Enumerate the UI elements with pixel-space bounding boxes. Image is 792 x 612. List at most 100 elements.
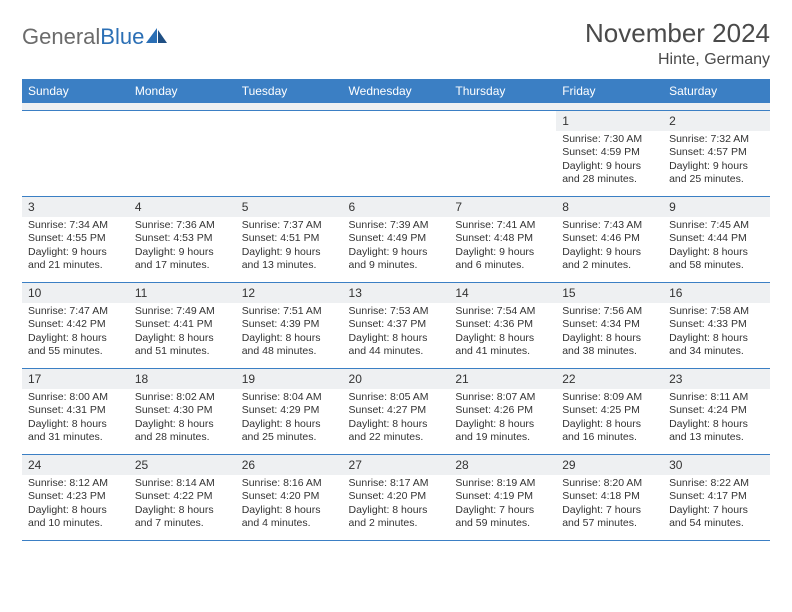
day-number: 24 xyxy=(22,455,129,475)
week-row: 3Sunrise: 7:34 AMSunset: 4:55 PMDaylight… xyxy=(22,196,770,282)
sunrise-text: Sunrise: 7:54 AM xyxy=(455,305,550,319)
day-cell: 2Sunrise: 7:32 AMSunset: 4:57 PMDaylight… xyxy=(663,110,770,196)
day-content: Sunrise: 7:30 AMSunset: 4:59 PMDaylight:… xyxy=(556,131,663,192)
day-number: 13 xyxy=(343,283,450,303)
day-cell: 20Sunrise: 8:05 AMSunset: 4:27 PMDayligh… xyxy=(343,368,450,454)
daylight-text: Daylight: 8 hours and 44 minutes. xyxy=(349,332,444,359)
day-cell: 26Sunrise: 8:16 AMSunset: 4:20 PMDayligh… xyxy=(236,454,343,540)
day-content: Sunrise: 7:56 AMSunset: 4:34 PMDaylight:… xyxy=(556,303,663,364)
page-header: GeneralBlue November 2024 Hinte, Germany xyxy=(22,18,770,69)
day-number: 17 xyxy=(22,369,129,389)
daylight-text: Daylight: 9 hours and 6 minutes. xyxy=(455,246,550,273)
weekday-header: Thursday xyxy=(449,79,556,103)
day-content: Sunrise: 8:20 AMSunset: 4:18 PMDaylight:… xyxy=(556,475,663,536)
daylight-text: Daylight: 8 hours and 48 minutes. xyxy=(242,332,337,359)
day-number: 11 xyxy=(129,283,236,303)
daylight-text: Daylight: 8 hours and 31 minutes. xyxy=(28,418,123,445)
day-number: 4 xyxy=(129,197,236,217)
sunset-text: Sunset: 4:46 PM xyxy=(562,232,657,246)
week-row: 10Sunrise: 7:47 AMSunset: 4:42 PMDayligh… xyxy=(22,282,770,368)
weekday-header: Saturday xyxy=(663,79,770,103)
day-number: 15 xyxy=(556,283,663,303)
logo-text: GeneralBlue xyxy=(22,24,144,50)
sunset-text: Sunset: 4:20 PM xyxy=(349,490,444,504)
daylight-text: Daylight: 8 hours and 25 minutes. xyxy=(242,418,337,445)
day-number: 8 xyxy=(556,197,663,217)
day-content: Sunrise: 8:14 AMSunset: 4:22 PMDaylight:… xyxy=(129,475,236,536)
day-number: 2 xyxy=(663,111,770,131)
sail-icon xyxy=(146,28,168,46)
sunset-text: Sunset: 4:41 PM xyxy=(135,318,230,332)
day-cell: 27Sunrise: 8:17 AMSunset: 4:20 PMDayligh… xyxy=(343,454,450,540)
daylight-text: Daylight: 9 hours and 17 minutes. xyxy=(135,246,230,273)
day-cell: 29Sunrise: 8:20 AMSunset: 4:18 PMDayligh… xyxy=(556,454,663,540)
spacer-row xyxy=(22,103,770,110)
daylight-text: Daylight: 8 hours and 4 minutes. xyxy=(242,504,337,531)
day-cell: 7Sunrise: 7:41 AMSunset: 4:48 PMDaylight… xyxy=(449,196,556,282)
day-cell: 13Sunrise: 7:53 AMSunset: 4:37 PMDayligh… xyxy=(343,282,450,368)
day-cell: 21Sunrise: 8:07 AMSunset: 4:26 PMDayligh… xyxy=(449,368,556,454)
daylight-text: Daylight: 8 hours and 22 minutes. xyxy=(349,418,444,445)
day-content: Sunrise: 8:22 AMSunset: 4:17 PMDaylight:… xyxy=(663,475,770,536)
sunset-text: Sunset: 4:33 PM xyxy=(669,318,764,332)
calendar-page: GeneralBlue November 2024 Hinte, Germany… xyxy=(0,0,792,559)
day-cell: 3Sunrise: 7:34 AMSunset: 4:55 PMDaylight… xyxy=(22,196,129,282)
daylight-text: Daylight: 8 hours and 58 minutes. xyxy=(669,246,764,273)
day-cell: 19Sunrise: 8:04 AMSunset: 4:29 PMDayligh… xyxy=(236,368,343,454)
day-content: Sunrise: 8:11 AMSunset: 4:24 PMDaylight:… xyxy=(663,389,770,450)
sunrise-text: Sunrise: 8:11 AM xyxy=(669,391,764,405)
day-cell: 28Sunrise: 8:19 AMSunset: 4:19 PMDayligh… xyxy=(449,454,556,540)
sunset-text: Sunset: 4:27 PM xyxy=(349,404,444,418)
day-number: 30 xyxy=(663,455,770,475)
sunrise-text: Sunrise: 8:09 AM xyxy=(562,391,657,405)
daylight-text: Daylight: 9 hours and 28 minutes. xyxy=(562,160,657,187)
sunset-text: Sunset: 4:49 PM xyxy=(349,232,444,246)
day-number: 12 xyxy=(236,283,343,303)
day-content: Sunrise: 7:34 AMSunset: 4:55 PMDaylight:… xyxy=(22,217,129,278)
month-title: November 2024 xyxy=(585,18,770,49)
sunrise-text: Sunrise: 8:19 AM xyxy=(455,477,550,491)
day-number: 26 xyxy=(236,455,343,475)
day-content: Sunrise: 8:19 AMSunset: 4:19 PMDaylight:… xyxy=(449,475,556,536)
day-number: 28 xyxy=(449,455,556,475)
sunrise-text: Sunrise: 8:04 AM xyxy=(242,391,337,405)
sunrise-text: Sunrise: 7:51 AM xyxy=(242,305,337,319)
sunrise-text: Sunrise: 8:20 AM xyxy=(562,477,657,491)
day-cell: 17Sunrise: 8:00 AMSunset: 4:31 PMDayligh… xyxy=(22,368,129,454)
day-content: Sunrise: 8:07 AMSunset: 4:26 PMDaylight:… xyxy=(449,389,556,450)
daylight-text: Daylight: 8 hours and 34 minutes. xyxy=(669,332,764,359)
sunset-text: Sunset: 4:20 PM xyxy=(242,490,337,504)
sunset-text: Sunset: 4:55 PM xyxy=(28,232,123,246)
sunset-text: Sunset: 4:25 PM xyxy=(562,404,657,418)
daylight-text: Daylight: 7 hours and 57 minutes. xyxy=(562,504,657,531)
daylight-text: Daylight: 8 hours and 7 minutes. xyxy=(135,504,230,531)
day-number: 6 xyxy=(343,197,450,217)
daylight-text: Daylight: 8 hours and 41 minutes. xyxy=(455,332,550,359)
sunset-text: Sunset: 4:22 PM xyxy=(135,490,230,504)
day-cell: 1Sunrise: 7:30 AMSunset: 4:59 PMDaylight… xyxy=(556,110,663,196)
weekday-header: Tuesday xyxy=(236,79,343,103)
sunset-text: Sunset: 4:30 PM xyxy=(135,404,230,418)
day-content: Sunrise: 8:16 AMSunset: 4:20 PMDaylight:… xyxy=(236,475,343,536)
sunrise-text: Sunrise: 8:00 AM xyxy=(28,391,123,405)
sunrise-text: Sunrise: 7:32 AM xyxy=(669,133,764,147)
weekday-header: Monday xyxy=(129,79,236,103)
weekday-header: Sunday xyxy=(22,79,129,103)
day-number: 27 xyxy=(343,455,450,475)
sunrise-text: Sunrise: 7:41 AM xyxy=(455,219,550,233)
logo-blue-text: Blue xyxy=(100,24,144,49)
sunset-text: Sunset: 4:39 PM xyxy=(242,318,337,332)
day-content: Sunrise: 7:47 AMSunset: 4:42 PMDaylight:… xyxy=(22,303,129,364)
daylight-text: Daylight: 9 hours and 21 minutes. xyxy=(28,246,123,273)
day-content: Sunrise: 7:54 AMSunset: 4:36 PMDaylight:… xyxy=(449,303,556,364)
sunset-text: Sunset: 4:34 PM xyxy=(562,318,657,332)
day-content: Sunrise: 7:39 AMSunset: 4:49 PMDaylight:… xyxy=(343,217,450,278)
day-cell: 25Sunrise: 8:14 AMSunset: 4:22 PMDayligh… xyxy=(129,454,236,540)
day-content: Sunrise: 8:17 AMSunset: 4:20 PMDaylight:… xyxy=(343,475,450,536)
daylight-text: Daylight: 8 hours and 13 minutes. xyxy=(669,418,764,445)
day-content: Sunrise: 7:45 AMSunset: 4:44 PMDaylight:… xyxy=(663,217,770,278)
day-cell: 30Sunrise: 8:22 AMSunset: 4:17 PMDayligh… xyxy=(663,454,770,540)
logo: GeneralBlue xyxy=(22,24,168,50)
day-content: Sunrise: 7:37 AMSunset: 4:51 PMDaylight:… xyxy=(236,217,343,278)
day-cell: 16Sunrise: 7:58 AMSunset: 4:33 PMDayligh… xyxy=(663,282,770,368)
